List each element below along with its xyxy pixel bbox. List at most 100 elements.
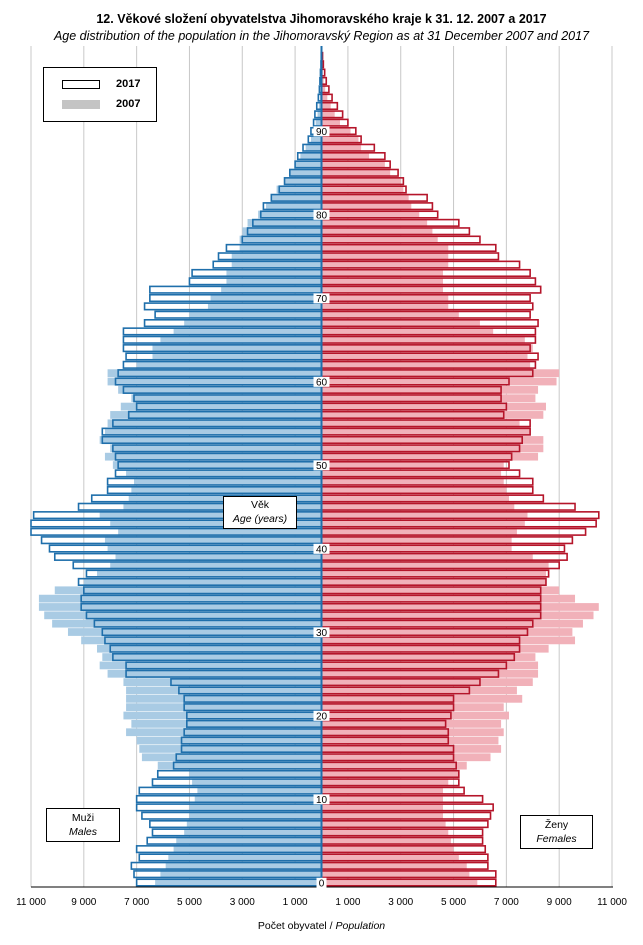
bar-female-2007 bbox=[321, 644, 549, 653]
females-label-cz: Ženy bbox=[544, 819, 569, 831]
bar-female-2007 bbox=[321, 394, 536, 403]
bar-female-2007 bbox=[321, 202, 412, 211]
bar-male-2007 bbox=[194, 795, 322, 803]
bar-female-2007 bbox=[321, 102, 331, 110]
bar-male-2007 bbox=[123, 502, 322, 511]
bar-female-2007 bbox=[321, 711, 510, 720]
bar-male-2007 bbox=[126, 728, 322, 737]
bar-female-2007 bbox=[321, 845, 454, 853]
bar-female-2007 bbox=[321, 302, 449, 311]
bar-female-2007 bbox=[321, 85, 326, 94]
bar-male-2007 bbox=[258, 210, 322, 219]
bar-male-2007 bbox=[242, 227, 322, 236]
age-tick-bg bbox=[313, 376, 330, 387]
bar-female-2007 bbox=[321, 811, 443, 820]
bar-male-2007 bbox=[102, 653, 322, 661]
bar-female-2007 bbox=[321, 77, 324, 85]
bar-female-2007 bbox=[321, 694, 523, 703]
bar-male-2007 bbox=[126, 469, 322, 478]
bar-male-2007 bbox=[300, 152, 322, 160]
bar-female-2007 bbox=[321, 553, 533, 561]
bar-male-2007 bbox=[44, 611, 322, 620]
bar-male-2007 bbox=[155, 878, 322, 887]
bar-female-2007 bbox=[321, 511, 528, 519]
bar-male-2007 bbox=[226, 269, 322, 277]
bar-female-2007 bbox=[321, 527, 517, 536]
bar-female-2007 bbox=[321, 419, 520, 428]
bar-female-2007 bbox=[321, 803, 443, 812]
bar-female-2007 bbox=[321, 820, 446, 828]
bar-male-2007 bbox=[315, 118, 322, 127]
bar-male-2007 bbox=[152, 344, 322, 352]
age-label-en: Age (years) bbox=[232, 513, 288, 525]
bar-male-2007 bbox=[305, 143, 322, 152]
bar-female-2007 bbox=[321, 795, 443, 803]
females-label-en: Females bbox=[536, 833, 577, 845]
bar-female-2007 bbox=[321, 853, 459, 862]
bar-male-2007 bbox=[107, 669, 322, 678]
bar-male-2007 bbox=[186, 820, 322, 828]
bar-male-2007 bbox=[118, 527, 322, 536]
bar-female-2007 bbox=[321, 310, 459, 319]
males-label: Muži Males bbox=[46, 808, 120, 842]
males-label-cz: Muži bbox=[71, 812, 95, 824]
bar-male-2007 bbox=[115, 553, 322, 561]
bar-female-2007 bbox=[321, 770, 459, 778]
age-tick-label: 50 bbox=[316, 461, 328, 472]
bar-male-2007 bbox=[160, 870, 322, 879]
bar-female-2007 bbox=[321, 636, 576, 645]
bar-female-2007 bbox=[321, 277, 443, 286]
bar-female-2007 bbox=[321, 786, 443, 795]
legend-swatch-2017 bbox=[62, 80, 100, 89]
bar-female-2007 bbox=[321, 319, 480, 327]
legend: 2017 2007 bbox=[43, 67, 157, 122]
age-tick-label: 10 bbox=[316, 795, 328, 806]
bar-male-2007 bbox=[271, 193, 322, 202]
bar-female-2007 bbox=[321, 720, 502, 728]
bar-male-2007 bbox=[189, 803, 322, 812]
bar-female-2007 bbox=[321, 110, 335, 119]
bar-male-2007 bbox=[99, 436, 322, 444]
bar-male-2007 bbox=[157, 761, 322, 770]
legend-swatch-2007 bbox=[62, 100, 100, 109]
bar-male-2007 bbox=[210, 294, 322, 302]
bar-male-2007 bbox=[52, 619, 322, 628]
bar-female-2007 bbox=[321, 461, 504, 469]
bar-female-2007 bbox=[321, 327, 494, 336]
age-tick-label: 80 bbox=[316, 210, 328, 221]
x-tick-label: 1 000 bbox=[283, 897, 308, 908]
bar-female-2007 bbox=[321, 369, 560, 378]
bar-female-2007 bbox=[321, 377, 557, 386]
bar-female-2007 bbox=[321, 745, 502, 753]
bar-female-2007 bbox=[321, 160, 385, 169]
bar-female-2007 bbox=[321, 344, 533, 352]
age-tick-bg bbox=[313, 543, 330, 554]
x-axis-title-cz: Počet obyvatel / bbox=[257, 920, 336, 932]
chart-title-en: Age distribution of the population in th… bbox=[53, 29, 590, 43]
bar-male-2007 bbox=[120, 402, 322, 411]
bar-male-2007 bbox=[192, 778, 322, 787]
bar-female-2007 bbox=[321, 127, 351, 135]
bar-male-2007 bbox=[104, 427, 322, 436]
bar-male-2007 bbox=[318, 102, 322, 110]
bar-male-2007 bbox=[231, 252, 322, 261]
age-tick-bg bbox=[313, 794, 330, 805]
bar-male-2007 bbox=[107, 544, 322, 553]
bar-male-2007 bbox=[104, 536, 322, 545]
bar-female-2007 bbox=[321, 193, 409, 202]
bar-male-2007 bbox=[107, 419, 322, 428]
bar-male-2007 bbox=[197, 786, 322, 795]
bar-female-2007 bbox=[321, 294, 449, 302]
age-tick-bg bbox=[313, 126, 330, 137]
females-label: Ženy Females bbox=[520, 815, 593, 849]
bar-male-2007 bbox=[136, 736, 322, 745]
bar-male-2007 bbox=[110, 519, 322, 528]
bar-male-2007 bbox=[126, 703, 322, 712]
bar-female-2007 bbox=[321, 761, 467, 770]
bar-female-2007 bbox=[321, 444, 544, 453]
x-tick-label: 1 000 bbox=[335, 897, 360, 908]
age-tick-label: 0 bbox=[319, 878, 325, 889]
age-label-cz: Věk bbox=[250, 499, 270, 511]
bar-male-2007 bbox=[38, 594, 322, 603]
bar-male-2007 bbox=[160, 335, 322, 344]
